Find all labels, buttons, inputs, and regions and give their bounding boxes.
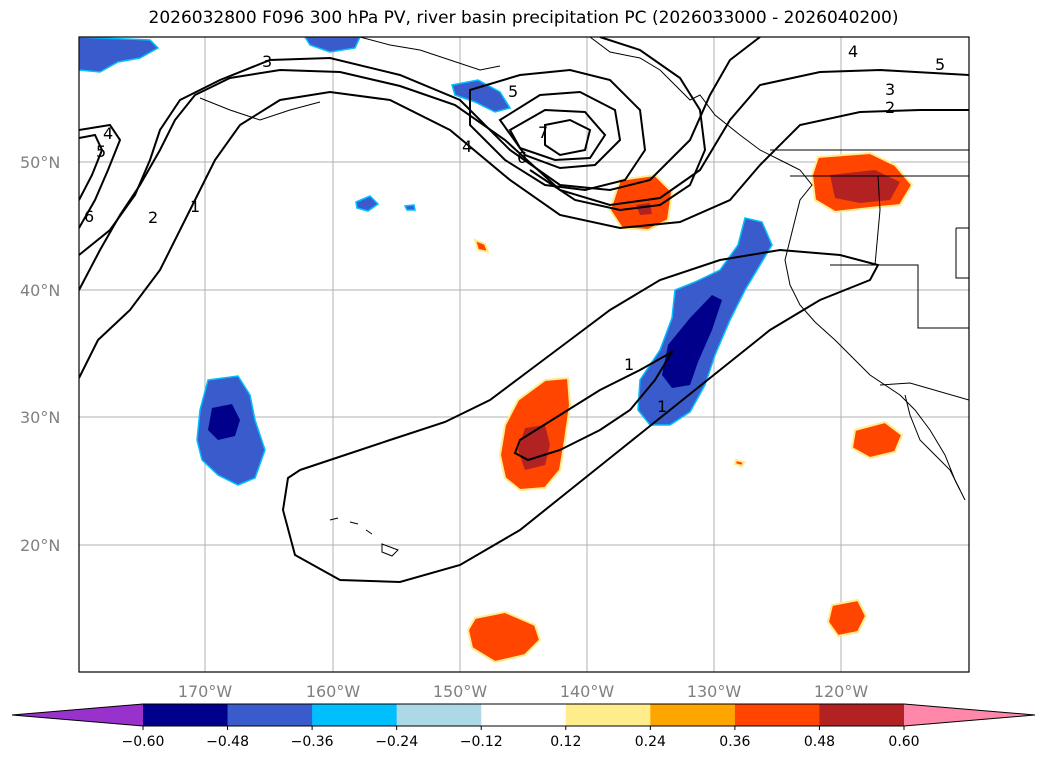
contour-label: 6: [517, 148, 527, 167]
latitude-labels: 50°N 40°N 30°N 20°N: [20, 153, 60, 555]
contour-label: 5: [96, 142, 106, 161]
contour-label: 6: [84, 207, 94, 226]
precip-blob: [662, 295, 722, 388]
colorbar-tick-label: 0.24: [635, 734, 666, 750]
colorbar-segment: [396, 704, 482, 726]
colorbar-segment: [227, 704, 313, 726]
precip-blob: [403, 204, 416, 211]
contour-label: 3: [885, 80, 895, 99]
map-title: 2026032800 F096 300 hPa PV, river basin …: [148, 8, 899, 28]
colorbar-extend-high: [904, 704, 1035, 726]
precip-blob: [208, 404, 240, 440]
negative-precip-areas: [79, 37, 773, 486]
colorbar-tick-label: 0.36: [719, 734, 750, 750]
longitude-labels: 170°W 160°W 150°W 140°W 130°W 120°W: [178, 682, 869, 701]
colorbar-segment: [819, 704, 905, 726]
contour-label: 4: [103, 124, 113, 143]
colorbar: [11, 703, 1036, 730]
lon-label: 120°W: [814, 682, 869, 701]
precip-blob: [473, 238, 490, 254]
contour-label: 5: [935, 55, 945, 74]
contour-label: 2: [148, 208, 158, 227]
precip-blob: [451, 79, 512, 113]
colorbar-segment: [481, 704, 567, 726]
colorbar-tick-label: 0.12: [550, 734, 581, 750]
contour-label: 2: [885, 98, 895, 117]
colorbar-tick-label: −0.12: [460, 734, 503, 750]
colorbar-tick-label: −0.24: [375, 734, 418, 750]
precip-blob: [79, 37, 160, 73]
lat-label: 40°N: [20, 281, 60, 300]
lon-label: 150°W: [433, 682, 488, 701]
contour-label: 1: [624, 355, 634, 374]
lat-label: 30°N: [20, 408, 60, 427]
colorbar-tick-label: 0.48: [804, 734, 835, 750]
lon-label: 140°W: [560, 682, 615, 701]
lon-label: 160°W: [306, 682, 361, 701]
lat-label: 20°N: [20, 536, 60, 555]
contour-label: 4: [848, 42, 858, 61]
map-frame: [78, 36, 970, 673]
precip-blob: [826, 598, 868, 638]
precip-blob: [733, 458, 746, 468]
colorbar-segment: [565, 704, 651, 726]
contour-label: 1: [190, 197, 200, 216]
precip-blob: [850, 420, 904, 460]
colorbar-segment: [650, 704, 736, 726]
contour-label: 1: [657, 397, 667, 416]
colorbar-segment: [734, 704, 820, 726]
colorbar-tick-label: −0.60: [122, 734, 165, 750]
precip-blob: [466, 610, 542, 664]
lon-label: 170°W: [178, 682, 233, 701]
colorbar-tick-label: −0.48: [206, 734, 249, 750]
colorbar-tick-label: −0.36: [291, 734, 334, 750]
contour-label: 7: [538, 123, 548, 142]
contour-labels: 3 4 5 6 7 1 2 4 3 2 5 6 1 5 4 1: [84, 42, 945, 416]
contour-label: 3: [262, 52, 272, 71]
contour-label: 5: [508, 82, 518, 101]
colorbar-extend-low: [12, 704, 143, 726]
contour-label: 4: [462, 137, 472, 156]
precip-blob: [830, 170, 900, 203]
precip-blob: [355, 195, 380, 212]
lat-label: 50°N: [20, 153, 60, 172]
colorbar-tick-label: 0.60: [888, 734, 919, 750]
colorbar-segment: [143, 704, 229, 726]
colorbar-segment: [312, 704, 398, 726]
map-background: [79, 37, 969, 672]
precip-blob: [304, 37, 361, 53]
pv-contours: [79, 37, 969, 584]
coastlines: [199, 37, 969, 557]
colorbar-tick-labels: −0.60 −0.48 −0.36 −0.24 −0.12 0.12 0.24 0.36 0.4…: [122, 734, 920, 750]
lon-label: 130°W: [687, 682, 742, 701]
